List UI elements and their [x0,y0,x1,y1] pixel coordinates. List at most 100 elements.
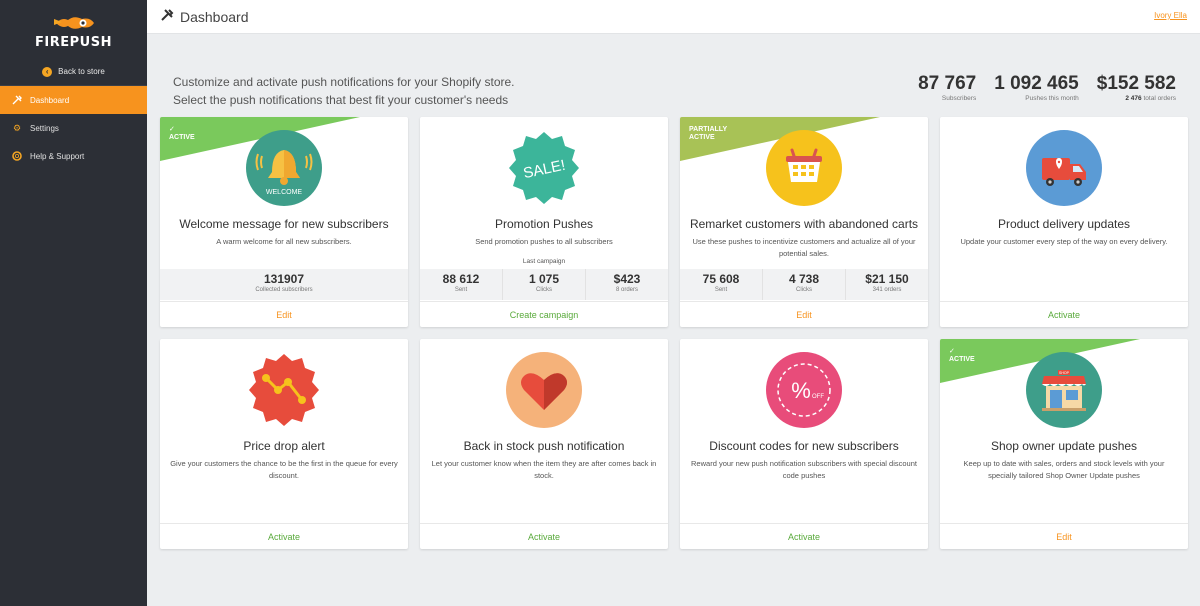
create-campaign-button[interactable]: Create campaign [420,301,668,327]
tools-icon [160,8,174,25]
edit-button[interactable]: Edit [940,523,1188,549]
sidebar-item-label: Help & Support [30,151,85,161]
metric-revenue: $21 150 341 orders [846,269,928,300]
check-icon: ✓ [949,348,955,355]
user-account-link[interactable]: Ivory Ella [1154,11,1187,20]
stat-revenue: $152 582 2 476 total orders [1097,73,1176,102]
page-title: Dashboard [180,8,249,25]
stat-subscribers: 87 767 Subscribers [918,73,976,102]
metric-clicks: 1 075 Clicks [503,269,586,300]
metric-clicks: 4 738 Clicks [763,269,846,300]
card-title: Discount codes for new subscribers [709,439,899,453]
card-welcome: ✓ ACTIVE WELCOME Welcome message for new… [160,117,408,327]
metric-sent: 88 612 Sent [420,269,503,300]
partially-active-badge: PARTIALLY ACTIVE [689,126,728,141]
stat-orders-label: total orders [1141,95,1176,102]
metric-value: 131907 [263,272,305,286]
card-back-in-stock: Back in stock push notification Let your… [420,339,668,549]
metric-label: Clicks [796,287,812,293]
metric-collected-subscribers: 131907 Collected subscribers [160,269,408,300]
bell-icon: WELCOME [246,130,322,206]
metrics-row: 131907 Collected subscribers [160,269,408,300]
logo-text: FIREPUSH [35,34,112,50]
price-drop-chart-icon [246,352,322,428]
back-to-store-label: Back to store [58,67,105,76]
sidebar-item-label: Dashboard [30,95,70,105]
stat-label: Subscribers [941,95,977,102]
card-title: Price drop alert [243,439,325,453]
card-shop-owner: ✓ ACTIVE SHOP Shop owner update pushes K… [940,339,1188,549]
stat-value: 1 092 465 [994,73,1079,94]
card-remarket: PARTIALLY ACTIVE Remarket customers with… [680,117,928,327]
stat-pushes: 1 092 465 Pushes this month [994,73,1079,102]
stat-label: 2 476 total orders [1097,95,1176,102]
tools-icon [12,95,22,105]
metric-value: 4 738 [788,272,820,286]
metrics-row: 88 612 Sent 1 075 Clicks $423 8 orders [420,269,668,300]
shop-icon: SHOP [1026,352,1102,428]
metric-label: Clicks [536,287,552,293]
card-promotion: SALE! Promotion Pushes Send promotion pu… [420,117,668,327]
top-bar: Dashboard Ivory Ella [147,0,1200,34]
welcome-icon-text: WELCOME [266,189,303,196]
activate-button[interactable]: Activate [680,523,928,549]
heart-icon [506,352,582,428]
stat-label: Pushes this month [1025,95,1079,102]
edit-button[interactable]: Edit [680,301,928,327]
card-title: Shop owner update pushes [990,439,1138,453]
card-title: Product delivery updates [997,217,1131,231]
metrics-row: 75 608 Sent 4 738 Clicks $21 150 341 ord… [680,269,928,300]
gear-icon: ⚙ [12,122,22,133]
discount-percent-icon: % OFF [766,352,842,428]
card-title: Promotion Pushes [494,217,594,231]
sidebar-item-help[interactable]: Help & Support [0,142,147,170]
metric-value: 75 608 [702,272,740,286]
active-badge: ✓ ACTIVE [169,126,195,141]
metric-label: Collected subscribers [255,287,313,293]
edit-button[interactable]: Edit [160,301,408,327]
card-description: Reward your new push notification subscr… [691,459,917,480]
metric-sent: 75 608 Sent [680,269,763,300]
metric-label: Sent [454,287,468,293]
card-description: Send promotion pushes to all subscribers [475,237,613,246]
lifebuoy-icon [12,151,22,161]
activate-button[interactable]: Activate [940,301,1188,327]
percent-icon-text: % [791,378,811,403]
sidebar: FIREPUSH ‹ Back to store Dashboard ⚙ Set… [0,0,147,606]
card-title: Welcome message for new subscribers [179,217,389,231]
stats-summary: 87 767 Subscribers 1 092 465 Pushes this… [918,73,1176,102]
card-title: Back in stock push notification [463,439,625,453]
card-description: Keep up to date with sales, orders and s… [963,459,1165,480]
stat-orders-count: 2 476 [1125,95,1142,102]
sidebar-item-settings[interactable]: ⚙ Settings [0,114,147,142]
sidebar-item-dashboard[interactable]: Dashboard [0,86,147,114]
metric-revenue: $423 8 orders [586,269,668,300]
metric-value: 88 612 [442,272,480,286]
card-discount-codes: % OFF Discount codes for new subscribers… [680,339,928,549]
metric-value: $21 150 [865,272,909,286]
back-to-store-link[interactable]: ‹ Back to store [0,58,147,86]
activate-button[interactable]: Activate [160,523,408,549]
card-description: Use these pushes to incentivize customer… [692,237,916,258]
metric-label: 8 orders [615,287,638,293]
stat-value: $152 582 [1096,73,1176,94]
last-campaign-label: Last campaign [522,258,566,265]
chevron-left-icon: ‹ [42,66,53,77]
delivery-truck-icon [1026,130,1102,206]
off-icon-text: OFF [812,394,824,400]
metric-value: $423 [613,272,641,286]
metric-label: 341 orders [872,287,902,293]
card-description: Update your customer every step of the w… [960,237,1168,246]
card-description: Let your customer know when the item the… [431,459,657,480]
card-description: A warm welcome for all new subscribers. [216,237,352,246]
flame-logo-icon [53,16,94,29]
intro-text: Customize and activate push notification… [173,73,515,109]
stat-value: 87 767 [918,73,977,94]
intro-line-2: Select the push notifications that best … [173,93,509,107]
firepush-logo[interactable]: FIREPUSH [0,0,147,58]
sidebar-item-label: Settings [30,123,59,133]
card-description: Give your customers the chance to be the… [170,459,398,480]
activate-button[interactable]: Activate [420,523,668,549]
sale-badge-icon: SALE! [506,130,582,206]
card-title: Remarket customers with abandoned carts [689,217,919,231]
